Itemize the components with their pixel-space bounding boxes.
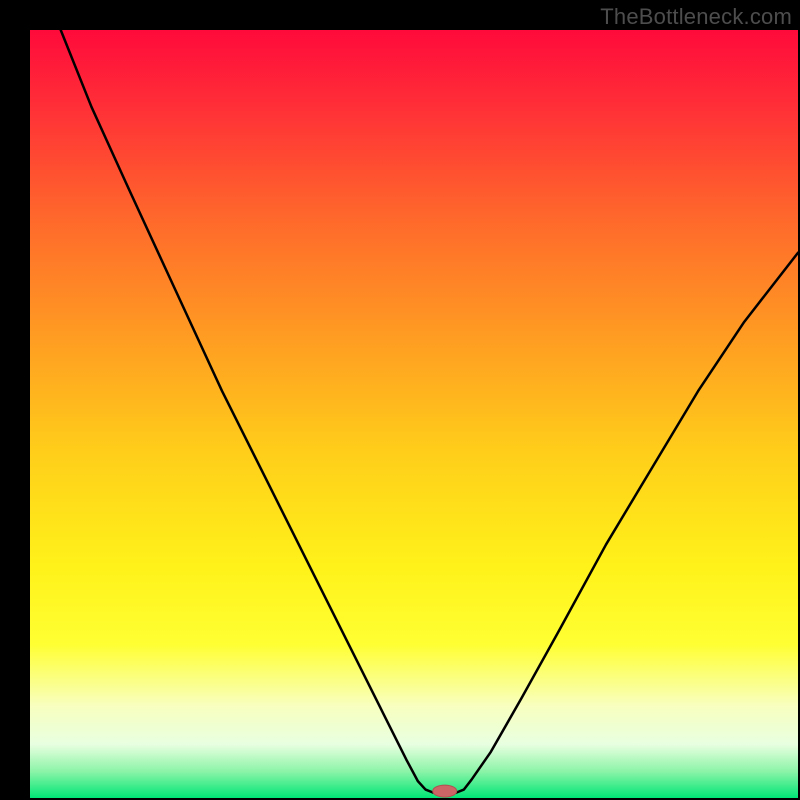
watermark-text: TheBottleneck.com xyxy=(600,4,792,30)
optimal-marker xyxy=(433,785,457,797)
plot-background xyxy=(30,30,798,798)
chart-container: TheBottleneck.com xyxy=(0,0,800,800)
bottleneck-chart xyxy=(0,0,800,800)
